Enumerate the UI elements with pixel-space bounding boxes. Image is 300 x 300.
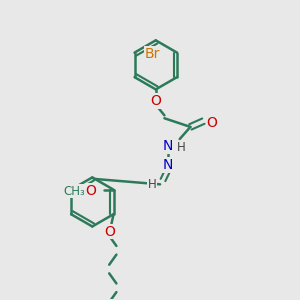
Text: N: N [163, 158, 173, 172]
Text: N: N [163, 139, 173, 153]
Text: O: O [206, 116, 217, 130]
Text: Br: Br [145, 47, 160, 61]
Text: O: O [104, 225, 115, 238]
Text: H: H [176, 141, 185, 154]
Text: H: H [148, 178, 157, 191]
Text: CH₃: CH₃ [63, 185, 85, 198]
Text: O: O [85, 184, 96, 198]
Text: O: O [150, 94, 161, 108]
